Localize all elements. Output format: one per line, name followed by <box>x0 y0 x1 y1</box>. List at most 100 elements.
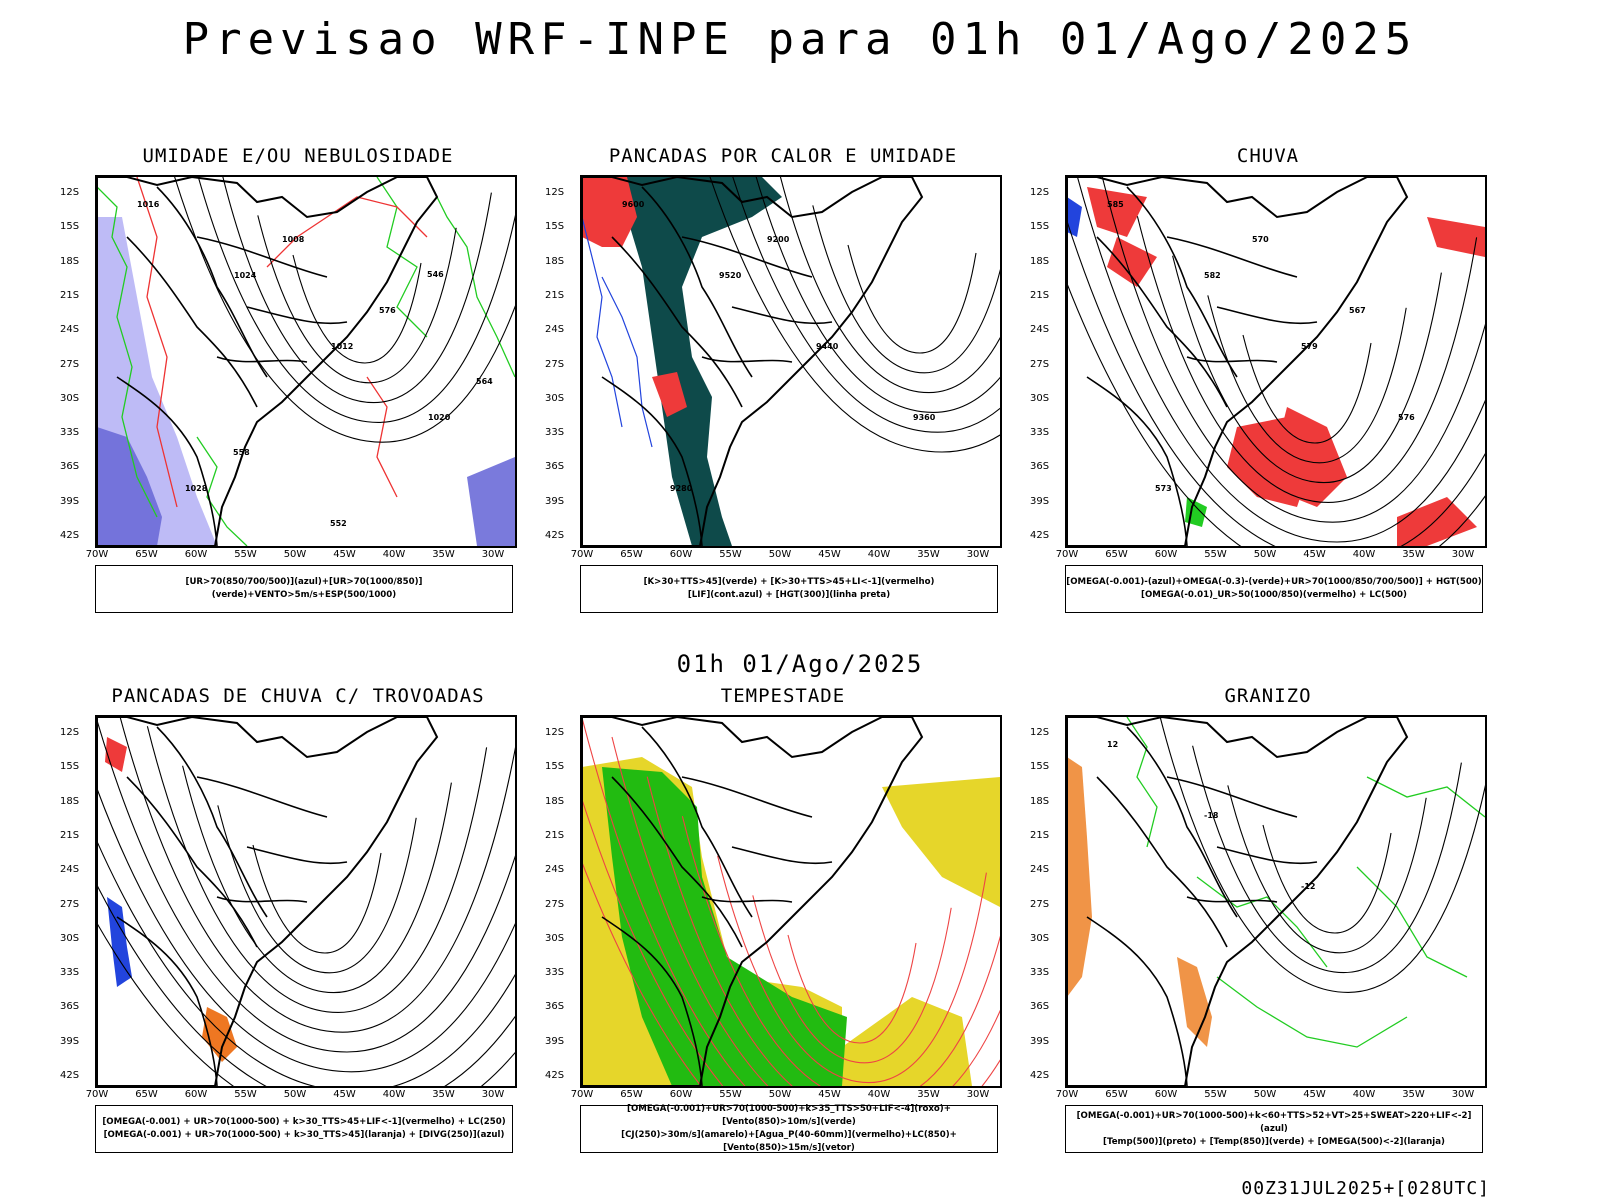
lc-850-streamline <box>646 776 1000 1086</box>
lc-850-streamline <box>582 797 724 1086</box>
legend-box: [OMEGA(-0.001)-(azul)+OMEGA(-0.3)-(verde… <box>1065 565 1483 613</box>
longitude-tick-label: 35W <box>1402 549 1425 560</box>
lc-850-streamline <box>752 895 952 1064</box>
political-border <box>611 776 743 948</box>
latitude-tick-label: 33S <box>60 967 80 979</box>
latitude-tick-label: 21S <box>1030 829 1050 841</box>
latitude-tick-label: 27S <box>60 898 80 910</box>
longitude-tick-label: 70W <box>570 1089 594 1100</box>
contour-label: 567 <box>1349 306 1366 315</box>
longitude-tick-label: 30W <box>481 549 505 560</box>
contour-label: 1024 <box>234 271 257 280</box>
latitude-tick-label: 27S <box>1030 358 1050 370</box>
pressure-contour <box>292 254 422 364</box>
latitude-tick-label: 42S <box>60 530 80 541</box>
hgt-500-contour <box>1172 255 1442 484</box>
latitude-tick-label: 33S <box>60 427 80 439</box>
political-border <box>196 776 328 818</box>
contour-label: 9440 <box>816 342 839 351</box>
temp-850-contour <box>1356 866 1468 978</box>
legend-line: [CJ(250)>30m/s](amarelo)+[Agua_P(40-60mm… <box>621 1130 957 1153</box>
contour-label: 576 <box>1398 413 1415 422</box>
hgt-500-contour <box>1067 281 1485 546</box>
latitude-tick-label: 42S <box>545 1070 565 1081</box>
longitude-tick-label: 55W <box>234 549 257 560</box>
hgt-500-contour <box>1067 219 1485 546</box>
latitude-tick-label: 18S <box>545 795 565 807</box>
green-contour <box>97 186 158 518</box>
longitude-tick-label: 55W <box>1204 549 1227 560</box>
panel-title: TEMPESTADE <box>720 685 846 707</box>
temp-850-contour <box>1216 976 1408 1048</box>
longitude-tick-label: 60W <box>184 1089 208 1100</box>
longitude-tick-label: 70W <box>85 1089 109 1100</box>
panel-title: PANCADAS DE CHUVA C/ TROVOADAS <box>111 685 485 707</box>
legend-box: [OMEGA(-0.001)+UR>70(1000-500)+k<60+TTS>… <box>1065 1105 1483 1153</box>
longitude-tick-label: 50W <box>1253 549 1277 560</box>
legend-line: [K>30+TTS>45](verde) + [K>30+TTS>45+LI<-… <box>643 577 935 587</box>
hgt-300-contour <box>779 177 1000 394</box>
panel-pancadas-trovoadas: PANCADAS DE CHUVA C/ TROVOADAS 12S 15S 18S 2… <box>38 685 558 1165</box>
legend-box: [OMEGA(-0.001)+UR>70(1000-500)+k>35_TTS>… <box>580 1104 998 1153</box>
latitude-tick-label: 30S <box>1030 392 1050 404</box>
map-canvas: 9600 9520 9440 9360 9280 9200 <box>582 177 1000 546</box>
coastline <box>582 717 924 1086</box>
longitude-tick-label: 55W <box>719 1089 742 1100</box>
thunder-fill-blue <box>107 897 132 987</box>
latitude-tick-label: 39S <box>1030 495 1050 507</box>
longitude-tick-label: 65W <box>1105 549 1128 560</box>
longitude-tick-label: 60W <box>1154 549 1178 560</box>
longitude-tick-label: 65W <box>620 549 643 560</box>
contour-label: 1008 <box>282 235 305 244</box>
temp-850-contour <box>1196 876 1328 968</box>
red-dashed-contour <box>366 376 398 498</box>
temp-850-contour <box>1366 776 1485 818</box>
longitude-tick-label: 35W <box>917 549 940 560</box>
latitude-tick-label: 18S <box>1030 255 1050 267</box>
map-frame <box>580 715 1002 1088</box>
heat-storm-fill-red <box>582 177 637 247</box>
political-border <box>601 376 703 546</box>
longitude-tick-label: 45W <box>818 549 841 560</box>
legend-line: [LIF](cont.azul) + [HGT(300)](linha pret… <box>687 590 891 600</box>
latitude-tick-label: 15S <box>545 221 565 233</box>
contour-label: 585 <box>1107 200 1124 209</box>
rain-fill-red <box>1427 217 1485 257</box>
panel-pancadas-calor: PANCADAS POR CALOR E UMIDADE 9600 9520 9440… <box>523 145 1043 625</box>
hgt-500-contour <box>1076 177 1485 543</box>
latitude-tick-label: 21S <box>1030 289 1050 301</box>
main-title: Previsao WRF-INPE para 01h 01/Ago/2025 <box>182 14 1418 65</box>
map-canvas: 1016 1024 1012 1020 1028 1008 576 564 558 552 546 <box>97 177 515 546</box>
red-dashed-contour <box>266 196 428 268</box>
lc-250-streamline <box>182 765 452 994</box>
panel-title: PANCADAS POR CALOR E UMIDADE <box>608 145 958 167</box>
latitude-tick-label: 30S <box>60 392 80 404</box>
latitude-tick-label: 27S <box>60 358 80 370</box>
political-border <box>701 356 793 363</box>
longitude-tick-label: 30W <box>966 1089 990 1100</box>
panel-granizo: GRANIZO 12 -18 -12 12S 15S 18S 21S 24S 27S 30S 33S 3… <box>1008 685 1528 1165</box>
lc-850-streamline <box>611 736 1000 1086</box>
longitude-tick-label: 65W <box>1105 1089 1128 1100</box>
longitude-tick-label: 45W <box>1303 549 1326 560</box>
latitude-tick-label: 18S <box>1030 795 1050 807</box>
hail-fill-orange <box>1177 957 1212 1047</box>
latitude-tick-label: 30S <box>545 932 565 944</box>
latitude-tick-label: 24S <box>1030 324 1050 336</box>
political-border <box>1096 236 1228 408</box>
map-canvas <box>582 717 1000 1086</box>
latitude-tick-label: 39S <box>545 495 565 507</box>
heat-storm-fill-green <box>622 177 782 546</box>
political-border <box>116 376 218 546</box>
legend-box: [OMEGA(-0.001) + UR>70(1000-500) + k>30_… <box>95 1105 513 1153</box>
latitude-tick-label: 30S <box>60 932 80 944</box>
longitude-tick-label: 55W <box>234 1089 257 1100</box>
contour-label: 552 <box>330 519 347 528</box>
lc-250-streamline <box>252 844 382 954</box>
map-canvas <box>97 717 515 1086</box>
latitude-tick-label: 36S <box>1030 461 1050 473</box>
latitude-tick-label: 24S <box>545 324 565 336</box>
hgt-300-contour <box>755 177 1000 413</box>
contour-label: 558 <box>233 448 250 457</box>
latitude-tick-label: 36S <box>60 461 80 473</box>
